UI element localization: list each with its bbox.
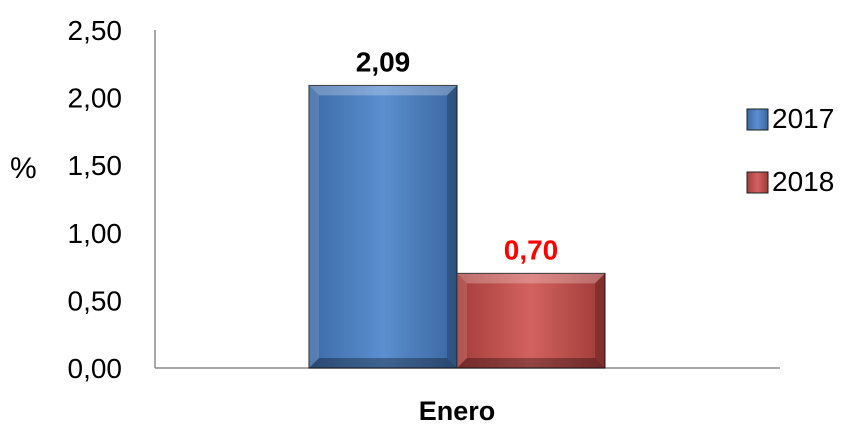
bar-2018 (456, 272, 606, 369)
y-tick-label: 0,00 (68, 353, 123, 384)
data-label-2017: 2,09 (356, 46, 411, 77)
data-label-2018: 0,70 (504, 234, 559, 265)
bar-face (456, 272, 606, 369)
bar-bevel-left (309, 85, 319, 368)
legend-item-2018: 2018 (746, 166, 834, 197)
bar-2017 (308, 84, 458, 369)
bar-bevel-right (595, 273, 605, 368)
legend-label: 2017 (772, 103, 834, 134)
legend-swatch (746, 108, 769, 131)
y-tick-labels: 0,00 0,50 1,00 1,50 2,00 2,50 (68, 15, 123, 384)
y-tick-label: 1,00 (68, 218, 123, 249)
category-label: Enero (419, 396, 496, 426)
bar-bevel-right (447, 85, 457, 368)
y-tick-label: 2,00 (68, 83, 123, 114)
legend-item-2017: 2017 (746, 103, 834, 134)
legend-label: 2018 (772, 166, 834, 197)
y-tick-label: 1,50 (68, 150, 123, 181)
y-axis-label: % (10, 152, 37, 185)
bars (308, 84, 606, 369)
bar-bevel-top (309, 85, 457, 96)
bar-face (308, 84, 458, 369)
legend-swatch (746, 171, 769, 194)
y-tick-label: 2,50 (68, 15, 123, 46)
data-labels: 2,09 0,70 (356, 46, 559, 265)
bar-bevel-top (457, 273, 605, 284)
bar-bevel-left (457, 273, 467, 368)
y-tick-label: 0,50 (68, 285, 123, 316)
bar-bevel-bottom (457, 358, 605, 368)
legend: 2017 2018 (746, 103, 834, 197)
bar-bevel-bottom (309, 358, 457, 368)
